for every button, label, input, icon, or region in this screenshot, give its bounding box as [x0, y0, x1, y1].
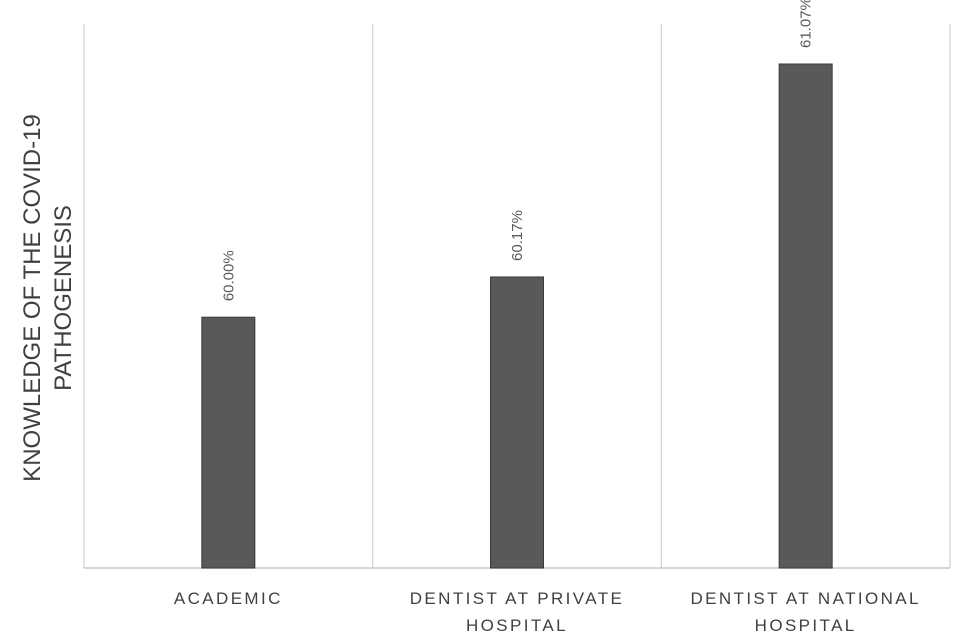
- bar: [201, 316, 256, 569]
- x-tick-label: ACADEMIC: [174, 589, 283, 608]
- data-label: 60.00%: [220, 250, 237, 301]
- x-tick-labels: ACADEMIC DENTIST AT PRIVATE HOSPITAL DENTIS…: [174, 589, 920, 635]
- x-tick-label: DENTIST AT PRIVATE HOSPITAL: [410, 589, 625, 635]
- x-tick-label: DENTIST AT NATIONAL HOSPITAL: [690, 589, 920, 635]
- bar: [778, 63, 833, 569]
- data-label: 60.17%: [509, 210, 526, 261]
- data-labels: 60.00% 60.17% 61.07%: [220, 0, 814, 301]
- data-label: 61.07%: [798, 0, 815, 48]
- bars: [201, 63, 833, 569]
- bar: [490, 276, 544, 569]
- y-axis-label: KNOWLEDGE OF THE COVID-19 PATHOGENESIS: [19, 114, 77, 482]
- y-axis-title: KNOWLEDGE OF THE COVID-19 PATHOGENESIS: [19, 114, 77, 482]
- category-separators: [83, 24, 951, 568]
